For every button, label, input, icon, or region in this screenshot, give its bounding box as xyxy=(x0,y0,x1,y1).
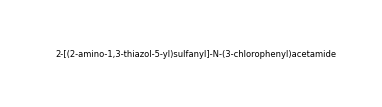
Text: 2-[(2-amino-1,3-thiazol-5-yl)sulfanyl]-N-(3-chlorophenyl)acetamide: 2-[(2-amino-1,3-thiazol-5-yl)sulfanyl]-N… xyxy=(55,50,336,59)
